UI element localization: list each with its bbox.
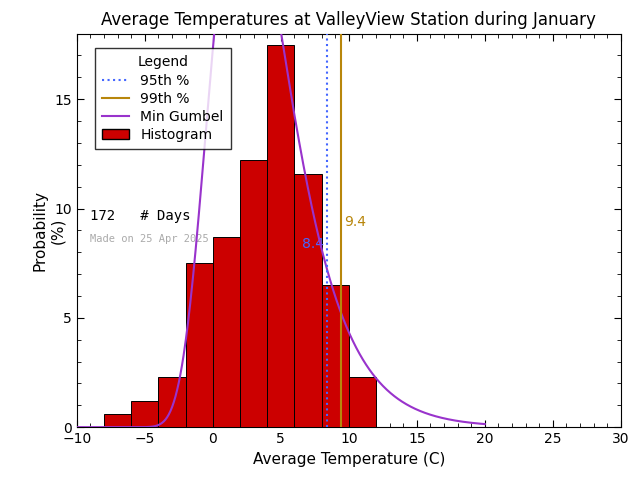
Bar (322, 285, 349, 427)
Bar (104, 414, 131, 427)
Bar (349, 377, 376, 427)
Legend: 95th %, 99th %, Min Gumbel, Histogram: 95th %, 99th %, Min Gumbel, Histogram (95, 48, 230, 149)
Text: 8.4: 8.4 (301, 237, 324, 251)
Y-axis label: Probability
(%): Probability (%) (33, 190, 65, 271)
X-axis label: Average Temperature (C): Average Temperature (C) (253, 452, 445, 467)
Title: Average Temperatures at ValleyView Station during January: Average Temperatures at ValleyView Stati… (101, 11, 596, 29)
Text: 172   # Days: 172 # Days (90, 209, 191, 223)
Bar (212, 237, 240, 427)
Bar (159, 377, 186, 427)
Bar (268, 45, 294, 427)
Bar (186, 263, 212, 427)
Bar (131, 401, 158, 427)
Bar (294, 174, 322, 427)
Bar (240, 160, 268, 427)
Text: Made on 25 Apr 2025: Made on 25 Apr 2025 (90, 234, 209, 244)
Text: 9.4: 9.4 (344, 215, 366, 228)
